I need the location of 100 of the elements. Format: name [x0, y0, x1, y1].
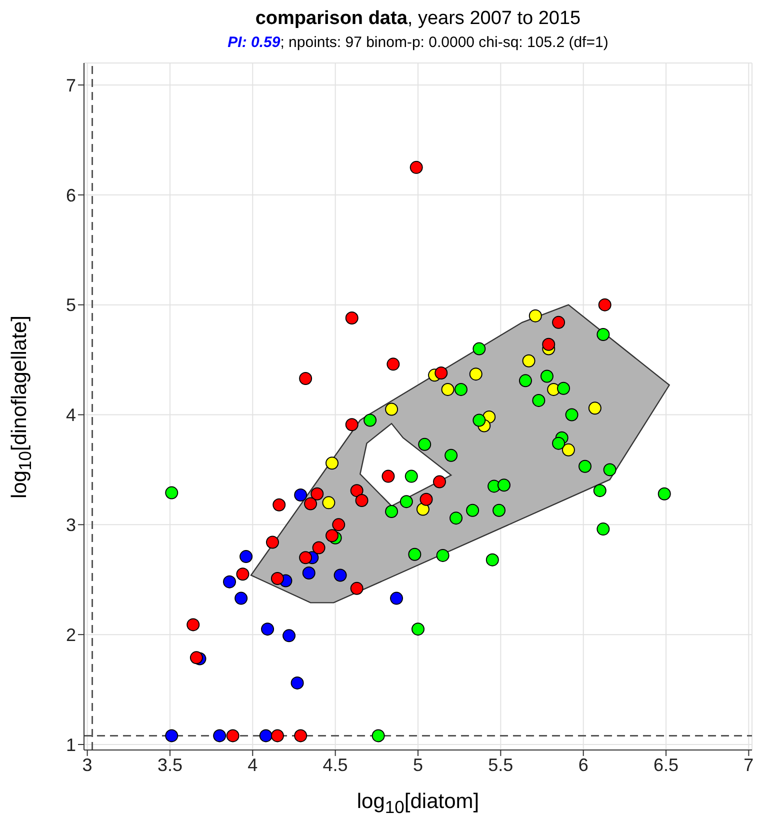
point — [434, 366, 448, 380]
x-tick-label: 5 — [412, 754, 424, 775]
point — [213, 729, 226, 742]
point — [299, 372, 312, 385]
x-tick-label: 3.5 — [157, 754, 182, 775]
point — [165, 729, 178, 742]
point — [382, 470, 395, 483]
point — [261, 622, 274, 636]
point — [552, 316, 566, 329]
chart-title: comparison data, years 2007 to 2015 — [254, 8, 582, 30]
point — [310, 487, 324, 500]
point — [385, 402, 398, 416]
point — [272, 498, 286, 512]
point — [472, 342, 486, 356]
point — [345, 312, 358, 325]
point — [299, 551, 312, 564]
point — [332, 518, 346, 532]
point — [562, 443, 575, 456]
y-tick-label: 6 — [66, 185, 76, 206]
point — [603, 463, 616, 476]
point — [432, 475, 446, 488]
point — [165, 486, 178, 500]
x-axis-title: log$_{10}$[diatom] — [356, 790, 480, 818]
point — [186, 618, 200, 632]
x-tick-label: 3 — [82, 754, 92, 775]
point — [400, 495, 413, 508]
chart-subtitle: PI: 0.59; npoints: 97 binom-p: 0.0000 chi-sq: 105.2 (df=1) — [226, 34, 610, 51]
point — [444, 448, 458, 462]
point — [322, 496, 336, 510]
point — [270, 572, 284, 586]
point — [420, 492, 433, 506]
y-tick-label: 5 — [66, 295, 76, 316]
point — [385, 504, 398, 518]
point — [390, 592, 404, 605]
point — [294, 488, 308, 502]
point — [565, 408, 578, 422]
point — [532, 394, 546, 407]
point — [540, 370, 554, 383]
point — [326, 456, 339, 470]
x-tick-label: 4 — [248, 754, 258, 775]
x-tick-label: 6.5 — [654, 754, 679, 775]
point — [290, 676, 304, 690]
x-tick-label: 5.5 — [488, 754, 514, 775]
point — [282, 629, 296, 642]
point — [412, 622, 424, 636]
point — [454, 382, 468, 396]
point — [236, 568, 250, 581]
point — [418, 438, 432, 451]
point — [190, 651, 203, 664]
point — [469, 368, 482, 381]
point — [326, 529, 339, 542]
point — [518, 374, 532, 388]
point — [312, 541, 326, 554]
point — [240, 550, 253, 564]
point — [259, 729, 272, 742]
point — [596, 328, 610, 341]
x-tick-label: 4.5 — [322, 754, 348, 775]
point — [598, 298, 612, 312]
point — [266, 536, 279, 549]
point — [350, 582, 364, 595]
point — [223, 575, 236, 588]
y-tick-label: 2 — [66, 624, 76, 645]
point — [234, 592, 248, 605]
point — [593, 484, 606, 498]
point — [294, 729, 308, 742]
point — [497, 478, 510, 492]
point — [304, 497, 318, 510]
point — [542, 338, 556, 351]
point — [466, 504, 480, 517]
y-tick-label: 7 — [66, 75, 76, 96]
point — [334, 568, 347, 582]
point — [350, 484, 364, 498]
point — [355, 494, 368, 507]
point — [408, 548, 422, 561]
x-tick-label: 7 — [744, 754, 754, 775]
point — [557, 382, 570, 395]
point — [364, 414, 377, 427]
point — [588, 402, 602, 415]
point — [345, 418, 358, 432]
y-tick-label: 4 — [66, 405, 76, 426]
point — [404, 470, 418, 483]
point — [441, 382, 454, 396]
point — [578, 460, 592, 473]
point — [416, 502, 430, 516]
point — [436, 548, 450, 562]
point — [528, 309, 542, 322]
y-tick-label: 3 — [66, 515, 76, 536]
point — [302, 566, 316, 580]
point — [596, 522, 610, 536]
y-tick-label: 1 — [66, 734, 76, 755]
point — [472, 414, 486, 427]
point — [270, 729, 284, 742]
point — [522, 354, 536, 368]
point — [410, 160, 423, 174]
point — [492, 504, 506, 517]
x-tick-label: 6 — [578, 754, 588, 775]
point — [372, 729, 385, 742]
point — [450, 512, 463, 525]
point — [226, 729, 240, 742]
point — [658, 487, 671, 500]
